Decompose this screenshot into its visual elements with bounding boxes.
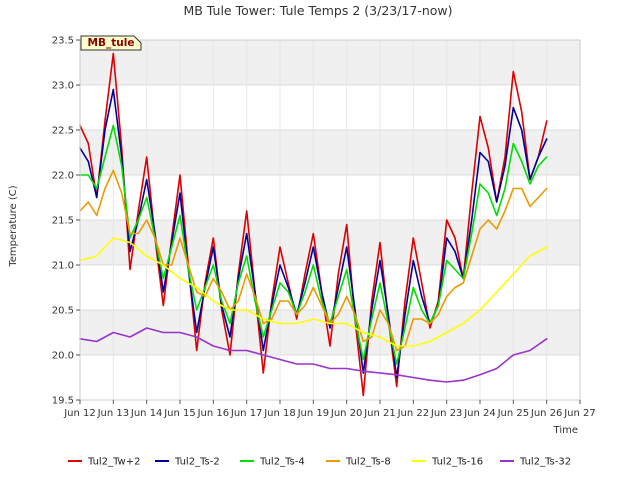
legend-item: Tul2_Ts-16 <box>412 457 483 468</box>
x-tick-label: Jun 17 <box>230 408 263 419</box>
x-tick-label: Jun 20 <box>330 408 363 419</box>
x-axis-label: Time <box>553 425 578 436</box>
series-line-tul2-ts-8 <box>79 169 548 352</box>
series-line-tul2-tw-2 <box>79 52 548 397</box>
x-tick-label: Jun 18 <box>263 408 296 419</box>
legend-label: Tul2_Ts-8 <box>345 457 391 468</box>
y-axis-label: Temperature (C) <box>8 185 19 267</box>
plot-band <box>80 40 580 85</box>
x-tick-label: Jun 22 <box>397 408 430 419</box>
x-tick-label: Jun 19 <box>297 408 330 419</box>
legend-label: Tul2_Ts-32 <box>519 457 571 468</box>
y-tick-label: 20.5 <box>52 306 74 317</box>
y-tick-label: 23.0 <box>52 81 74 92</box>
plot-band <box>80 265 580 310</box>
y-tick-label: 22.5 <box>52 126 74 137</box>
y-tick-label: 19.5 <box>52 396 74 407</box>
y-tick-label: 21.0 <box>52 261 74 272</box>
plot-band <box>80 355 580 400</box>
legend: Tul2_Tw+2 Tul2_Ts-2 Tul2_Ts-4 Tul2_Ts-8 Tul2… <box>68 457 571 468</box>
legend-label: Tul2_Ts-4 <box>259 457 305 468</box>
legend-item: Tul2_Ts-8 <box>326 457 391 468</box>
y-tick-label: 21.5 <box>52 216 74 227</box>
plot-band <box>80 310 580 355</box>
x-tick-label: Jun 15 <box>163 408 196 419</box>
station-badge: MB_tule <box>80 35 142 51</box>
legend-label: Tul2_Ts-16 <box>431 457 483 468</box>
x-tick-label: Jun 14 <box>130 408 163 419</box>
plot-band <box>80 85 580 130</box>
station-badge-label: MB_tule <box>88 37 135 49</box>
x-tick-label: Jun 27 <box>563 408 596 419</box>
series-line-tul2-ts-16 <box>79 237 548 347</box>
station-badge-shape <box>80 35 142 51</box>
x-tick-label: Jun 21 <box>363 408 396 419</box>
x-tick-label: Jun 24 <box>463 408 496 419</box>
x-tick-label: Jun 25 <box>497 408 530 419</box>
y-tick-label: 23.5 <box>52 36 74 47</box>
series-line-tul2-ts-32 <box>79 327 548 383</box>
legend-item: Tul2_Ts-4 <box>240 457 305 468</box>
x-tick-label: Jun 26 <box>530 408 563 419</box>
legend-label: Tul2_Tw+2 <box>87 457 140 468</box>
legend-item: Tul2_Ts-32 <box>500 457 571 468</box>
plot-band <box>80 130 580 175</box>
legend-item: Tul2_Ts-2 <box>155 457 220 468</box>
y-tick-label: 22.0 <box>52 171 74 182</box>
legend-label: Tul2_Ts-2 <box>174 457 220 468</box>
x-tick-label: Jun 12 <box>63 408 96 419</box>
series-lines <box>79 52 548 397</box>
series-line-tul2-ts-4 <box>79 124 548 365</box>
x-tick-label: Jun 23 <box>430 408 463 419</box>
x-axis-ticks: Jun 12 Jun 13 Jun 14 Jun 15 Jun 16 Jun 17 Jun … <box>63 400 596 419</box>
legend-item: Tul2_Tw+2 <box>68 457 140 468</box>
x-tick-label: Jun 16 <box>197 408 230 419</box>
y-axis-ticks: 19.5 20.0 20.5 21.0 21.5 22.0 22.5 23.0 23.5 <box>52 36 80 407</box>
x-tick-label: Jun 13 <box>97 408 130 419</box>
y-tick-label: 20.0 <box>52 351 74 362</box>
chart-title: MB Tule Tower: Tule Temps 2 (3/23/17-now… <box>183 3 452 18</box>
plot-band <box>80 175 580 220</box>
